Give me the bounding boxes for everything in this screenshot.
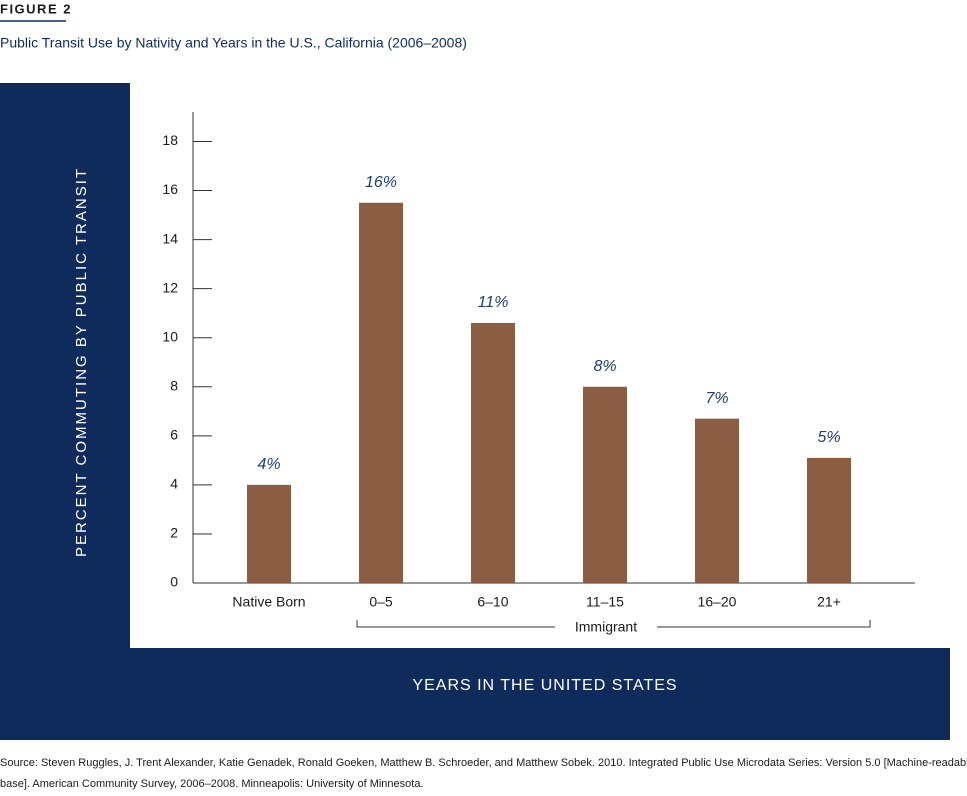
bar	[247, 484, 291, 583]
x-tick-label: 6–10	[477, 594, 508, 610]
y-tick-label: 18	[162, 132, 178, 148]
bar	[583, 386, 627, 583]
value-label: 7%	[705, 390, 728, 407]
bar	[807, 457, 851, 583]
value-label: 8%	[593, 358, 616, 375]
y-tick-label: 0	[170, 574, 178, 590]
value-label: 4%	[257, 456, 280, 473]
x-tick-label: Native Born	[232, 594, 305, 610]
chart-title: Public Transit Use by Nativity and Years…	[0, 35, 467, 51]
group-label: Immigrant	[575, 619, 637, 635]
y-tick-label: 12	[162, 279, 178, 295]
bar	[695, 418, 739, 583]
source-line: Source: Steven Ruggles, J. Trent Alexand…	[0, 757, 967, 769]
y-tick-label: 10	[162, 328, 178, 344]
y-tick-label: 2	[170, 525, 178, 541]
y-tick-label: 6	[170, 427, 178, 443]
x-tick-label: 16–20	[698, 594, 737, 610]
source-line: base]. American Community Survey, 2006–2…	[0, 778, 424, 790]
x-tick-label: 21+	[817, 594, 841, 610]
x-tick-label: 0–5	[369, 594, 393, 610]
y-tick-label: 8	[170, 377, 178, 393]
bar	[471, 322, 515, 583]
value-label: 5%	[817, 429, 840, 446]
value-label: 11%	[478, 294, 509, 311]
figure-label: FIGURE 2	[0, 1, 72, 16]
y-axis-label: PERCENT COMMUTING BY PUBLIC TRANSIT	[73, 167, 90, 557]
bar	[359, 202, 403, 583]
y-tick-label: 16	[162, 181, 178, 197]
y-tick-label: 4	[170, 476, 178, 492]
x-tick-label: 11–15	[586, 594, 624, 610]
group-bracket	[356, 620, 871, 628]
y-tick-label: 14	[162, 230, 178, 246]
value-label: 16%	[365, 174, 397, 191]
x-axis-label: YEARS IN THE UNITED STATES	[412, 677, 677, 694]
